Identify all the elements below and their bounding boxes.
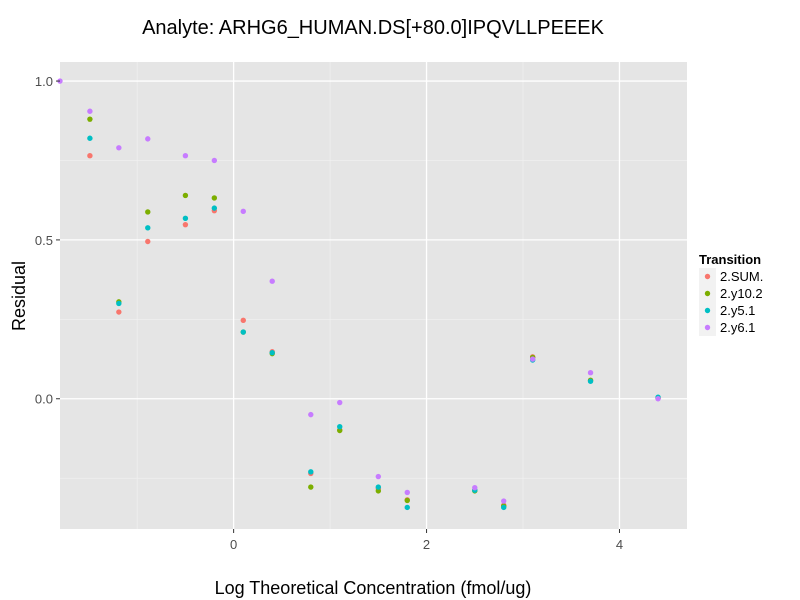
data-point-series-4 — [587, 369, 594, 376]
data-point-series-1 — [116, 309, 122, 315]
data-point-series-4 — [211, 157, 218, 164]
plot-panel — [60, 62, 687, 529]
data-point-series-4 — [655, 396, 661, 402]
data-point-series-3 — [269, 349, 275, 356]
legend-label: 2.y6.1 — [720, 320, 755, 335]
data-point-series-4 — [87, 108, 93, 114]
data-point-series-3 — [375, 484, 382, 490]
x-axis-title: Log Theoretical Concentration (fmol/ug) — [215, 578, 532, 598]
data-point-series-4 — [116, 145, 122, 151]
data-point-series-4 — [337, 399, 343, 406]
data-point-series-4 — [182, 153, 189, 159]
data-point-series-4 — [145, 136, 151, 142]
y-tick-label: 0.0 — [35, 392, 53, 407]
y-axis: 0.0 0.5 1.0 — [35, 74, 60, 407]
data-point-series-1 — [240, 317, 246, 323]
y-tick-label: 1.0 — [35, 74, 53, 89]
data-point-series-2 — [375, 488, 382, 494]
data-point-series-2 — [211, 195, 218, 201]
legend-key-marker — [704, 324, 711, 331]
data-point-series-2 — [337, 427, 343, 434]
data-point-series-4 — [529, 356, 536, 362]
legend-key-marker — [704, 290, 711, 297]
data-point-series-3 — [87, 135, 93, 141]
legend: Transition 2.SUM. 2.y10.2 2.y5.1 2.y6.1 — [699, 252, 763, 336]
data-point-series-3 — [501, 504, 507, 511]
data-point-series-3 — [116, 300, 122, 307]
data-point-series-2 — [145, 209, 151, 215]
data-point-series-1 — [87, 153, 93, 159]
data-point-series-4 — [375, 473, 382, 480]
y-tick-label: 0.5 — [35, 233, 53, 248]
data-point-series-2 — [182, 192, 189, 199]
data-point-series-1 — [182, 221, 189, 228]
x-tick-label: 0 — [230, 537, 237, 552]
data-point-series-4 — [404, 489, 410, 496]
chart-title: Analyte: ARHG6_HUMAN.DS[+80.0]IPQVLLPEEE… — [142, 17, 605, 39]
y-axis-title: Residual — [9, 261, 29, 331]
legend-label: 2.y10.2 — [720, 286, 763, 301]
x-tick-label: 2 — [423, 537, 430, 552]
data-point-series-4 — [501, 498, 507, 504]
legend-key-marker — [704, 273, 711, 280]
data-point-series-3 — [145, 225, 151, 231]
data-point-series-3 — [211, 205, 218, 211]
legend-key-marker — [704, 307, 711, 314]
data-point-series-3 — [182, 215, 189, 222]
x-axis: 0 2 4 — [230, 529, 623, 552]
legend-label: 2.SUM. — [720, 269, 763, 284]
legend-title: Transition — [699, 252, 761, 267]
x-tick-label: 4 — [616, 537, 623, 552]
data-point-series-2 — [404, 497, 410, 504]
data-point-series-3 — [587, 378, 594, 384]
data-point-series-1 — [145, 238, 151, 245]
data-point-series-2 — [87, 116, 93, 122]
data-point-series-3 — [404, 504, 410, 511]
data-point-series-4 — [472, 485, 478, 491]
grid-lines — [60, 62, 687, 529]
data-points — [57, 78, 661, 511]
data-point-series-4 — [308, 411, 314, 418]
data-point-series-3 — [337, 424, 343, 430]
data-point-series-4 — [240, 208, 246, 215]
data-point-series-4 — [269, 278, 275, 284]
legend-label: 2.y5.1 — [720, 303, 755, 318]
data-point-series-3 — [240, 329, 246, 335]
data-point-series-3 — [308, 469, 314, 475]
data-point-series-2 — [308, 484, 314, 490]
